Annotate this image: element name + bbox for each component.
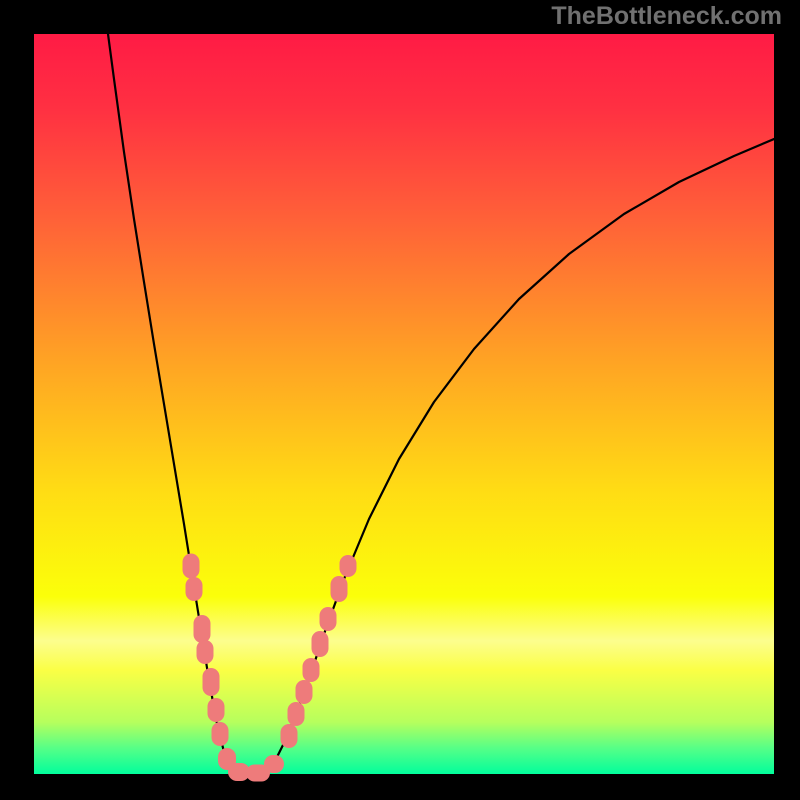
data-marker bbox=[331, 576, 348, 602]
data-marker bbox=[296, 680, 313, 704]
data-marker bbox=[264, 755, 284, 773]
watermark-text: TheBottleneck.com bbox=[551, 2, 782, 31]
data-marker bbox=[303, 658, 320, 682]
bottleneck-curve bbox=[246, 139, 774, 774]
data-marker bbox=[197, 640, 214, 664]
data-marker bbox=[288, 702, 305, 726]
data-marker bbox=[194, 615, 211, 643]
data-marker bbox=[340, 555, 357, 577]
data-marker bbox=[212, 722, 229, 746]
data-marker bbox=[183, 554, 200, 579]
data-marker bbox=[208, 698, 225, 722]
data-marker bbox=[320, 607, 337, 631]
curve-layer bbox=[34, 34, 774, 774]
data-marker bbox=[203, 668, 220, 696]
data-marker bbox=[281, 724, 298, 748]
plot-area bbox=[34, 34, 774, 774]
bottleneck-curve bbox=[108, 34, 246, 774]
data-marker bbox=[186, 577, 203, 601]
data-marker bbox=[312, 631, 329, 657]
